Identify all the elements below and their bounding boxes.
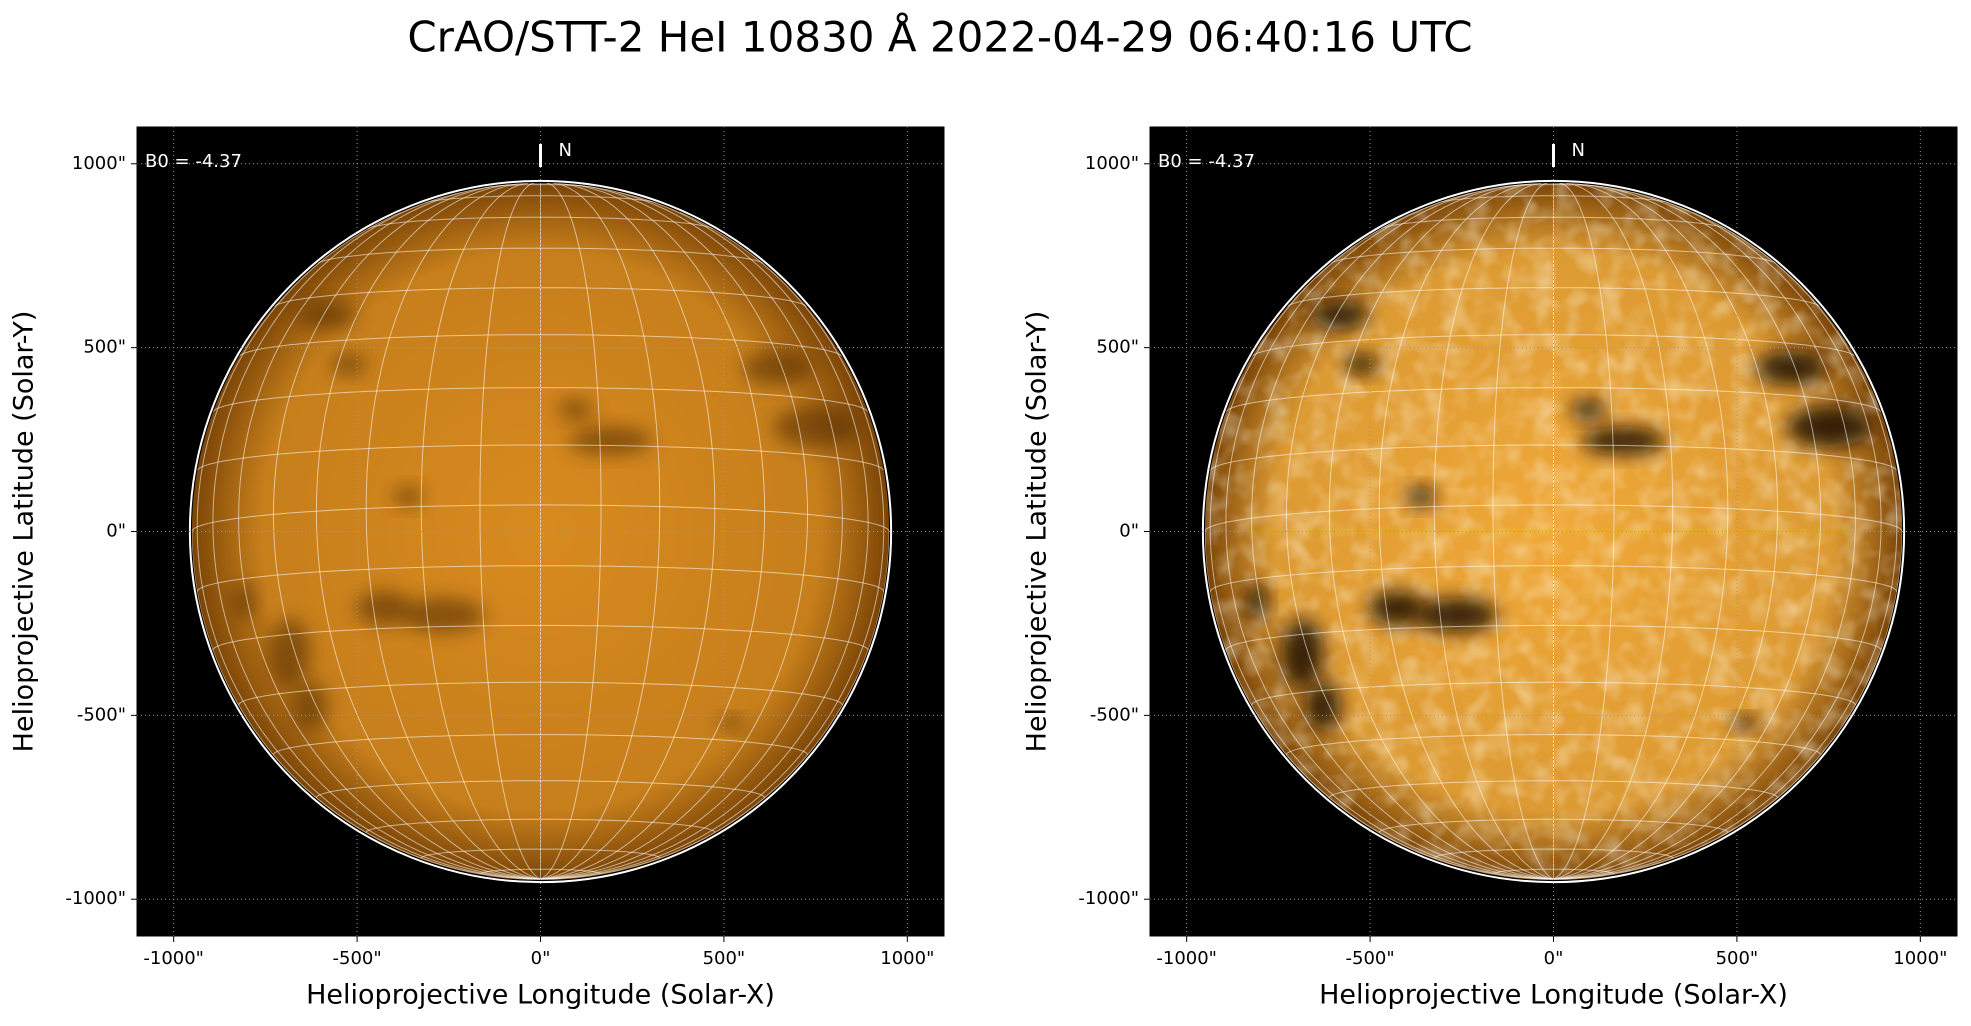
y-axis-label: Helioprojective Latitude (Solar-Y) [9,311,40,753]
plot-frame [136,126,945,937]
longitude-line [1553,182,1615,880]
dark-filament [557,399,593,420]
x-tick-label: 1000" [1893,948,1947,969]
y-tick-label: -1000" [1078,888,1139,909]
longitude-line [212,191,541,880]
x-axis-label: Helioprojective Longitude (Solar-X) [306,980,775,1011]
dark-filament [1246,583,1268,619]
longitude-line [1553,191,1882,880]
dark-filament [355,590,412,626]
x-tick-label: -1000" [1156,948,1217,969]
longitude-line [540,191,869,880]
north-label: N [559,140,572,161]
y-tick-label: 500" [1096,337,1139,358]
dark-filament [568,426,653,455]
longitude-line [540,186,843,880]
longitude-line [315,183,541,880]
dark-filament [1407,486,1435,508]
y-tick-label: 0" [106,521,126,542]
longitude-line [1433,182,1554,880]
y-tick-label: -1000" [65,888,126,909]
x-tick-label: 500" [703,948,746,969]
longitude-line [540,182,602,880]
dark-filament [233,583,255,619]
dark-filament [1570,399,1606,420]
dark-filament [1344,353,1380,375]
x-tick-label: -1000" [143,948,204,969]
dark-filament [1731,716,1760,731]
dark-filament [1414,597,1498,633]
longitude-line [1553,211,1898,880]
longitude-line [1553,183,1779,880]
longitude-line [479,182,541,880]
dark-filament [1368,590,1425,626]
x-tick-label: 500" [1716,948,1759,969]
longitude-line [196,211,541,880]
y-tick-label: -500" [77,704,126,725]
longitude-line [540,211,885,880]
longitude-line [540,183,766,880]
longitude-line [1225,191,1554,880]
y-tick-label: 500" [83,337,126,358]
dark-filament [1281,618,1324,689]
dark-filament [718,716,747,731]
y-tick-label: 0" [1119,521,1139,542]
longitude-line [1492,182,1554,880]
plot-frame [1149,126,1958,937]
longitude-line [1553,531,1903,880]
longitude-line [272,184,541,880]
b0-annotation: B0 = -4.37 [1158,151,1255,172]
longitude-line [540,184,809,880]
dark-filament [331,353,367,375]
longitude-line [1209,211,1554,880]
dark-filament [1755,350,1826,386]
dark-filament [1581,426,1666,455]
dark-filament [1787,405,1871,448]
longitude-line [1553,182,1729,880]
x-tick-label: -500" [333,948,382,969]
x-tick-label: 1000" [880,948,934,969]
longitude-line [540,531,890,880]
y-tick-label: 1000" [72,153,126,174]
longitude-line [540,182,716,880]
dark-filament [268,618,311,689]
longitude-line [1328,183,1554,880]
longitude-line [365,182,541,880]
dark-filament [1312,301,1369,330]
longitude-line [420,182,541,880]
longitude-line [238,186,541,880]
dark-filament [401,597,485,633]
dark-filament [774,405,858,448]
dark-filament [1305,681,1341,731]
x-axis-label: Helioprojective Longitude (Solar-X) [1319,980,1788,1011]
longitude-line [191,531,541,880]
longitude-line [1251,186,1554,880]
longitude-line [1553,186,1856,880]
dark-filament [742,350,813,386]
dark-filament [292,681,328,731]
y-tick-label: 1000" [1085,153,1139,174]
longitude-line [540,182,661,880]
y-tick-label: -500" [1090,704,1139,725]
figure-title: CrAO/STT-2 HeI 10830 Å 2022-04-29 06:40:… [407,12,1472,62]
x-tick-label: -500" [1346,948,1395,969]
dark-filament [394,486,422,508]
y-axis-label: Helioprojective Latitude (Solar-Y) [1022,311,1053,753]
longitude-line [1285,184,1554,880]
longitude-line [1378,182,1554,880]
longitude-line [1553,182,1674,880]
x-tick-label: 0" [531,948,551,969]
x-tick-label: 0" [1544,948,1564,969]
longitude-line [1553,184,1822,880]
b0-annotation: B0 = -4.37 [145,151,242,172]
dark-filament [299,301,356,330]
north-label: N [1572,140,1585,161]
longitude-line [1204,531,1554,880]
